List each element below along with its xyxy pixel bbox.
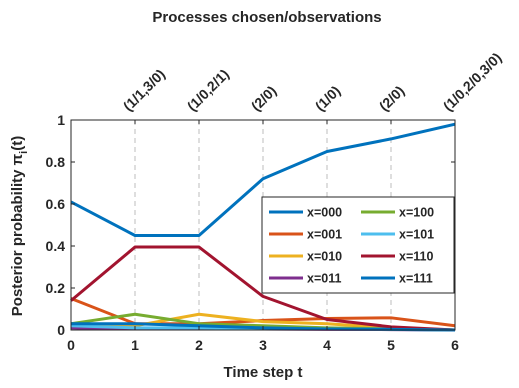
y-tick-label: 0 bbox=[57, 322, 65, 338]
top-observation-label: (2/0) bbox=[248, 82, 280, 114]
legend-entry-label: x=011 bbox=[307, 272, 341, 286]
axis-ticks: 0 1 2 3 4 5 6 0 0.2 0.4 0.6 0.8 1 bbox=[46, 112, 460, 353]
legend: x=000 x=001 x=010 x=011 x=100 x=101 x=110 x=111 bbox=[261, 196, 455, 294]
x-tick-label: 3 bbox=[259, 337, 267, 353]
y-tick-label: 1 bbox=[57, 112, 65, 128]
x-tick-label: 2 bbox=[195, 337, 203, 353]
top-observation-label: (1/0) bbox=[312, 82, 344, 114]
top-observation-label: (1/1,3/0) bbox=[120, 66, 168, 114]
y-tick-label: 0.2 bbox=[46, 280, 66, 296]
x-tick-label: 5 bbox=[387, 337, 395, 353]
chart-title: Processes chosen/observations bbox=[152, 9, 381, 26]
top-observation-label: (2/0) bbox=[376, 82, 408, 114]
x-axis-label: Time step t bbox=[224, 364, 303, 381]
legend-entry-label: x=110 bbox=[399, 250, 433, 264]
legend-entry-label: x=101 bbox=[399, 228, 434, 242]
legend-entry-label: x=001 bbox=[307, 228, 342, 242]
x-tick-label: 0 bbox=[67, 337, 75, 353]
series-line-x-000 bbox=[70, 122, 456, 237]
top-observation-label: (1/0,2/0,3/0) bbox=[440, 49, 505, 114]
y-tick-label: 0.8 bbox=[46, 154, 66, 170]
legend-entry-label: x=111 bbox=[399, 272, 433, 286]
top-observation-labels: (1/1,3/0) (1/0,2/1) (2/0) (1/0) (2/0) (1/0,2/… bbox=[120, 49, 505, 114]
legend-entry-label: x=100 bbox=[399, 206, 434, 220]
x-tick-label: 1 bbox=[131, 337, 139, 353]
y-tick-label: 0.4 bbox=[46, 238, 66, 254]
x-tick-label: 4 bbox=[323, 337, 331, 353]
x-tick-label: 6 bbox=[451, 337, 459, 353]
top-observation-label: (1/0,2/1) bbox=[184, 66, 232, 114]
y-tick-label: 0.6 bbox=[46, 196, 66, 212]
legend-entry-label: x=000 bbox=[307, 206, 342, 220]
legend-entry-label: x=010 bbox=[307, 250, 342, 264]
y-axis-label: Posterior probability πi(t) bbox=[9, 136, 30, 316]
